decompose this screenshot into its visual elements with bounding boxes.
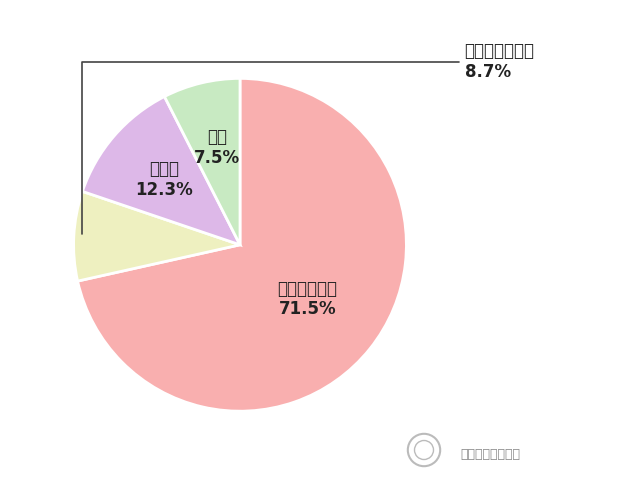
Wedge shape xyxy=(83,96,240,245)
Wedge shape xyxy=(77,78,406,411)
Text: マネーゴーランド: マネーゴーランド xyxy=(461,448,521,461)
Text: ローンで購入
71.5%: ローンで購入 71.5% xyxy=(278,279,337,318)
Text: その他
12.3%: その他 12.3% xyxy=(136,160,193,199)
Wedge shape xyxy=(164,78,240,245)
Wedge shape xyxy=(74,192,240,281)
Text: 相続
7.5%: 相続 7.5% xyxy=(194,128,240,167)
Text: 現金で一括購入
8.7%: 現金で一括購入 8.7% xyxy=(82,42,534,234)
